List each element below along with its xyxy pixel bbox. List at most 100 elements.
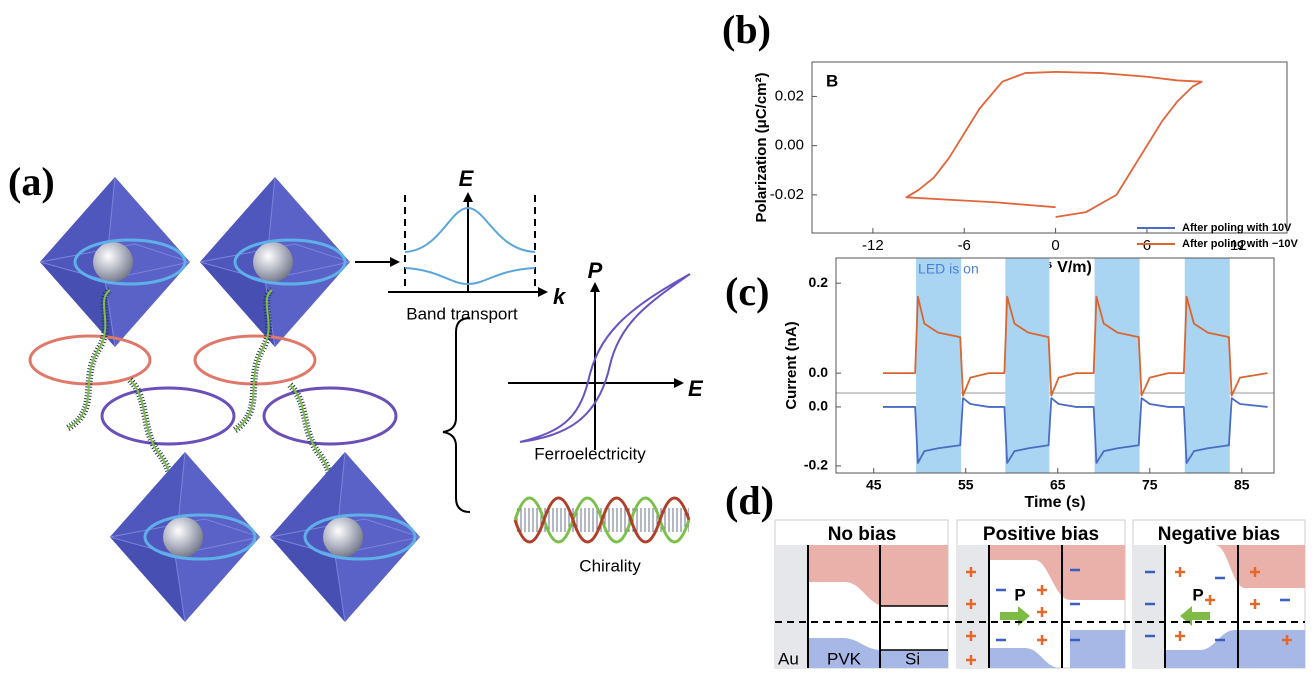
- x-tick-label: 55: [958, 477, 974, 493]
- caption: Chirality: [579, 556, 641, 575]
- y-tick-label: -0.02: [770, 186, 804, 203]
- y-tick-label: 0.0: [809, 398, 829, 414]
- shape: [808, 545, 948, 606]
- shaded-span: [1184, 258, 1230, 473]
- panel-label: (a): [8, 159, 55, 204]
- plus-signs: [966, 567, 1292, 665]
- band-panel: [774, 519, 949, 669]
- arrow-head: [390, 257, 400, 267]
- shape: [1070, 630, 1125, 668]
- octahedron: [38, 175, 192, 349]
- shape: [957, 545, 989, 668]
- shape: [538, 287, 548, 297]
- shape: [880, 605, 948, 651]
- plot-frame: [835, 257, 1275, 474]
- octahedron: [108, 450, 262, 624]
- shape: [1000, 606, 1030, 626]
- panel-label: (d): [725, 478, 774, 523]
- legend-label: After poling with −10V: [1182, 238, 1298, 250]
- shape: [1037, 585, 1047, 645]
- axis-label: k: [553, 284, 567, 309]
- panel-a: E k Band transport P E Ferroelectricity …: [28, 166, 704, 624]
- shaded-span: [1005, 258, 1050, 473]
- series-line: [882, 295, 1268, 397]
- panel-title: Positive bias: [983, 524, 1099, 545]
- shape: [989, 648, 1060, 668]
- series-line: [905, 70, 1203, 218]
- shape: [513, 496, 691, 544]
- panel-d: [774, 519, 1306, 669]
- helix: [513, 496, 691, 544]
- y-tick-label: -0.2: [804, 457, 828, 473]
- shape: [1175, 567, 1215, 641]
- polarization-label: P: [1014, 585, 1025, 604]
- minus-signs: [996, 568, 1290, 642]
- x-tick-label: 45: [866, 477, 882, 493]
- bracket: [442, 317, 471, 513]
- shape: [67, 289, 111, 429]
- axis-label: E: [688, 376, 704, 401]
- x-axis-label: Time (s): [1024, 494, 1085, 511]
- shape: [775, 545, 808, 668]
- shape: [996, 568, 1080, 642]
- shape: [463, 192, 473, 202]
- layer-label: Au: [778, 649, 799, 668]
- axis-label: P: [588, 258, 603, 283]
- shape: [1165, 545, 1305, 588]
- x-tick-label: -6: [958, 237, 971, 254]
- caption: Ferroelectricity: [534, 444, 646, 463]
- band-panel: [956, 519, 1126, 669]
- x-tick-label: 85: [1234, 477, 1250, 493]
- shape: [808, 638, 948, 668]
- shape: [1145, 570, 1290, 642]
- layer-label: Si: [905, 649, 920, 668]
- span-label: LED is on: [918, 261, 979, 277]
- shape: [590, 282, 600, 292]
- shape: [519, 273, 691, 443]
- y-tick-label: 0.02: [775, 87, 804, 104]
- plot-frame: [811, 61, 1288, 234]
- y-axis-label: Current (nA): [783, 321, 800, 409]
- shape: [989, 545, 1125, 600]
- y-tick-label: 0.00: [775, 137, 804, 154]
- shape: [1165, 630, 1305, 668]
- series-line: [882, 397, 1268, 464]
- polarization-label: P: [1192, 585, 1203, 604]
- annotation: B: [826, 71, 838, 90]
- ring: [193, 334, 317, 386]
- y-tick-label: 0.2: [809, 274, 829, 290]
- legend-label: After poling with 10V: [1182, 222, 1292, 234]
- y-axis-label: Polarization (μC/cm²): [753, 72, 770, 222]
- x-tick-label: -12: [862, 237, 884, 254]
- y-tick-label: 0.0: [809, 364, 829, 380]
- shape: [1133, 545, 1165, 668]
- shape: [1250, 567, 1292, 645]
- layer-label: PVK: [827, 649, 862, 668]
- ring: [100, 386, 236, 446]
- ferro-diagram: [508, 273, 691, 450]
- x-tick-label: 65: [1050, 477, 1066, 493]
- x-tick-label: 0: [1051, 237, 1059, 254]
- x-tick-label: 75: [1142, 477, 1158, 493]
- shaded-span: [916, 258, 962, 473]
- shape: [404, 206, 536, 253]
- shape: [234, 289, 273, 431]
- ring: [262, 386, 398, 446]
- shape: [966, 567, 976, 665]
- octahedron: [198, 175, 352, 349]
- band-panel: [1132, 519, 1306, 669]
- shape: [404, 267, 536, 286]
- shape: [674, 378, 684, 388]
- octahedron: [268, 450, 422, 624]
- axis-label: E: [459, 166, 475, 191]
- band-diagram: [388, 192, 548, 297]
- panel-title: No bias: [828, 524, 897, 545]
- x-tick-label: 6: [1143, 237, 1151, 254]
- panel-label: (b): [722, 7, 771, 52]
- panel-title: Negative bias: [1158, 524, 1281, 545]
- panel-label: (c): [725, 269, 769, 314]
- shaded-span: [1094, 258, 1140, 473]
- x-tick-label: 12: [1230, 237, 1247, 254]
